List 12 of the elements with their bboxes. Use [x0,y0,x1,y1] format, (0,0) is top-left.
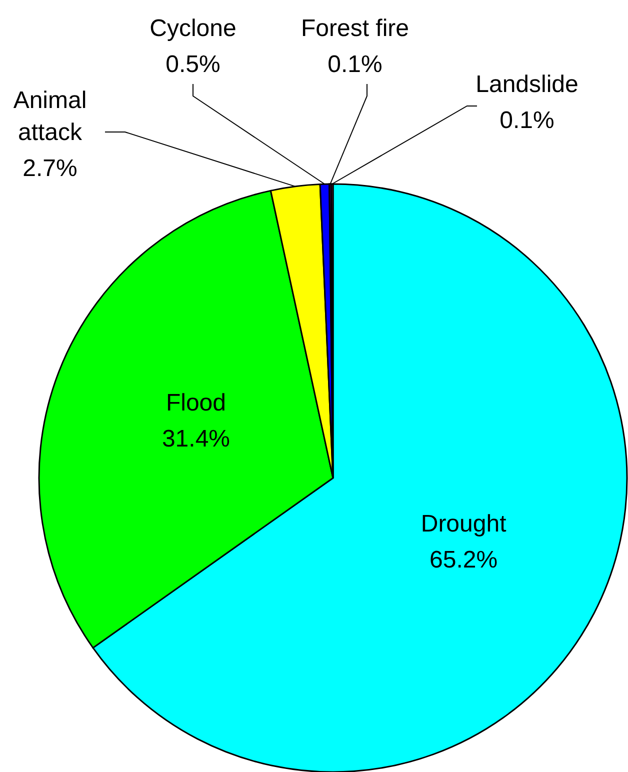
data-label: 0.1% [500,107,554,134]
data-label: 65.2% [430,546,498,574]
data-label: 0.1% [328,51,382,78]
slice-label: Cyclone [150,15,236,42]
slice-label: Landslide [476,71,578,98]
slice-label: Forest fire [300,15,410,42]
data-label: 31.4% [162,426,230,453]
slice-label: Animal attack [13,87,87,146]
data-label: 0.5% [166,51,220,78]
slice-label: Drought [420,510,507,538]
data-label: 2.7% [22,155,78,182]
slice-label: Flood [166,390,226,417]
